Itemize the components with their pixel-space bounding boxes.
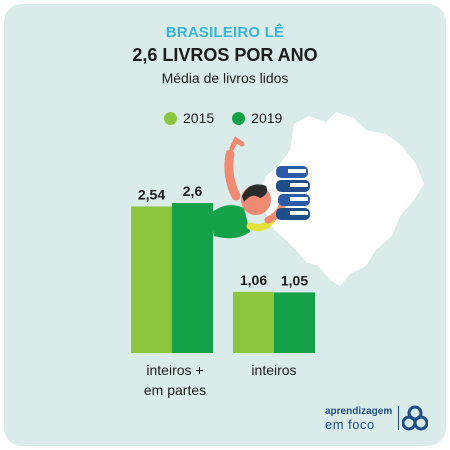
- legend-swatch-2015: [164, 111, 177, 125]
- chart-title: 2,6 LIVROS POR ANO: [132, 45, 318, 65]
- bar-chart: 2,54 2,6 1,06 1,05: [131, 183, 315, 353]
- brand-divider: [398, 406, 399, 430]
- legend-swatch-2019: [232, 111, 246, 125]
- category-label-inteiros-em-partes: inteiros + em partes: [120, 360, 230, 400]
- data-label-2015-inteiros: 1,06: [240, 272, 267, 288]
- bar-2015-inteiros: [233, 291, 274, 353]
- data-label-2019-inteiros-em-partes: 2,6: [183, 183, 203, 199]
- legend: 2015 2019: [164, 110, 282, 126]
- legend-label-2019: 2019: [251, 110, 283, 126]
- bar-2019-inteiros-em-partes: [172, 202, 213, 353]
- legend-item-2019: 2019: [232, 110, 282, 126]
- infographic-card: BRASILEIRO LÊ 2,6 LIVROS POR ANO Média d…: [4, 4, 446, 446]
- chart-kicker: BRASILEIRO LÊ: [165, 24, 285, 41]
- legend-label-2015: 2015: [183, 110, 215, 126]
- brazil-map-icon: [260, 112, 424, 286]
- person-reading-icon: [210, 136, 286, 239]
- book-stack-icon: [276, 166, 310, 220]
- bar-2015-inteiros-em-partes: [131, 206, 172, 353]
- legend-item-2015: 2015: [164, 110, 214, 126]
- bar-2019-inteiros: [274, 292, 315, 353]
- data-label-2019-inteiros: 1,05: [281, 272, 308, 288]
- brand-wordmark: aprendizagem em foco: [325, 405, 392, 431]
- category-label-inteiros: inteiros: [251, 362, 297, 378]
- aprendizagem-em-foco-logo-icon: [402, 405, 428, 431]
- category-label-line2: em partes: [143, 382, 207, 398]
- brand-line1: aprendizagem: [325, 406, 393, 417]
- data-label-2015-inteiros-em-partes: 2,54: [138, 186, 165, 202]
- brand-line2: em foco: [325, 417, 375, 432]
- category-label-line1: inteiros +: [146, 362, 204, 378]
- chart-subtitle: Média de livros lidos: [161, 70, 289, 86]
